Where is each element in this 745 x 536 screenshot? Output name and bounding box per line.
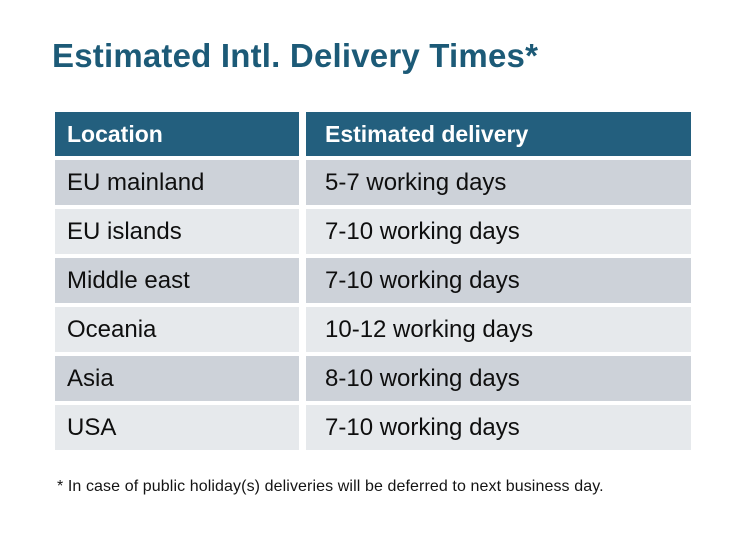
cell-location: USA [55, 405, 299, 450]
cell-location: EU mainland [55, 160, 299, 205]
footnote: * In case of public holiday(s) deliverie… [57, 478, 604, 495]
cell-delivery: 5-7 working days [306, 160, 691, 205]
column-header-estimated-delivery: Estimated delivery [306, 112, 691, 156]
cell-delivery: 7-10 working days [306, 209, 691, 254]
cell-delivery: 7-10 working days [306, 258, 691, 303]
cell-location: Oceania [55, 307, 299, 352]
cell-delivery: 7-10 working days [306, 405, 691, 450]
cell-location: EU islands [55, 209, 299, 254]
cell-delivery: 8-10 working days [306, 356, 691, 401]
column-header-location: Location [55, 112, 299, 156]
page-title: Estimated Intl. Delivery Times* [52, 37, 539, 74]
cell-delivery: 10-12 working days [306, 307, 691, 352]
cell-location: Asia [55, 356, 299, 401]
cell-location: Middle east [55, 258, 299, 303]
delivery-times-table: Location Estimated delivery EU mainland … [55, 112, 691, 450]
